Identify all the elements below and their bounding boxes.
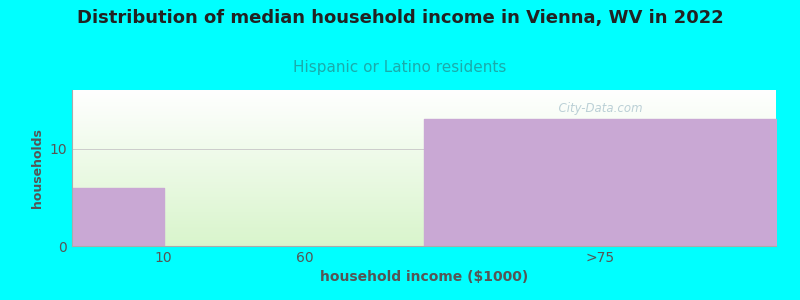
- Text: Distribution of median household income in Vienna, WV in 2022: Distribution of median household income …: [77, 9, 723, 27]
- Y-axis label: households: households: [31, 128, 44, 208]
- Text: Hispanic or Latino residents: Hispanic or Latino residents: [294, 60, 506, 75]
- X-axis label: household income ($1000): household income ($1000): [320, 270, 528, 284]
- Text: City-Data.com: City-Data.com: [550, 103, 642, 116]
